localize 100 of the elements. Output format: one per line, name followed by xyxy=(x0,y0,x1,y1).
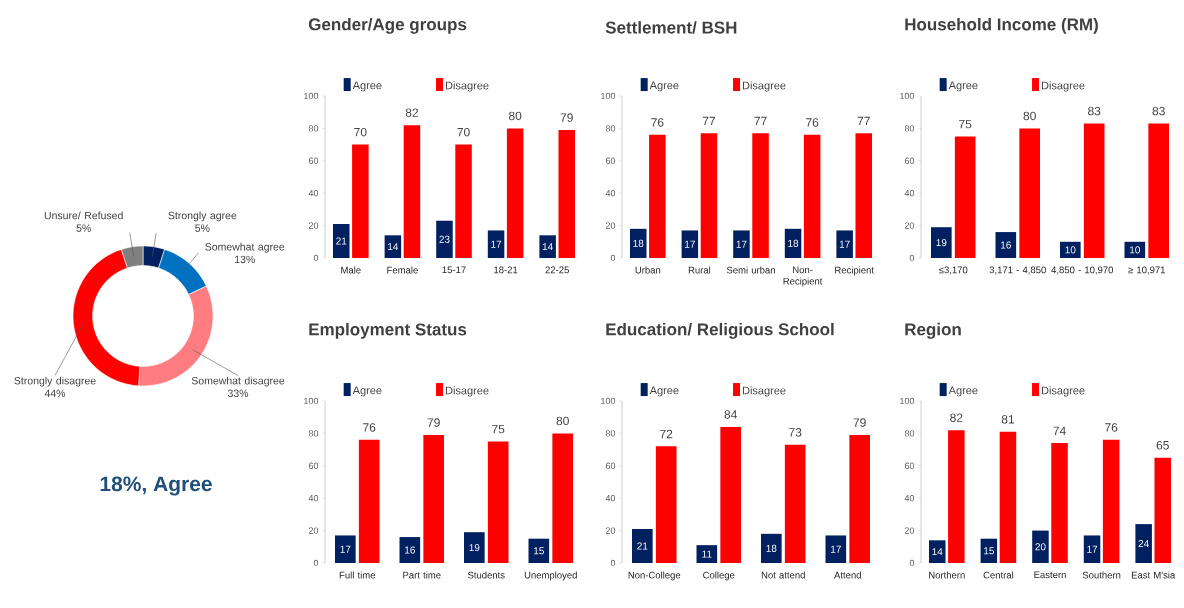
data-label: 17 xyxy=(340,545,351,553)
bar xyxy=(931,227,952,258)
data-label: 19 xyxy=(469,544,480,552)
bar xyxy=(352,144,369,258)
bar xyxy=(358,439,380,563)
x-tick-label: Rural xyxy=(688,266,711,274)
legend-label: Disagree xyxy=(742,81,786,92)
x-tick-label: Urban xyxy=(635,266,661,274)
bar xyxy=(825,535,847,563)
data-label: 17 xyxy=(1087,545,1098,553)
data-label: 76 xyxy=(806,118,819,127)
y-tick-label: 0 xyxy=(909,559,915,567)
bar xyxy=(423,435,445,563)
x-tick-label: 3,171 - 4,850 xyxy=(989,266,1046,275)
y-tick-label: 80 xyxy=(308,125,319,132)
y-tick-label: 100 xyxy=(900,92,915,100)
x-tick-label: Central xyxy=(983,571,1014,579)
y-tick-label: 60 xyxy=(605,462,616,469)
y-tick-label: 100 xyxy=(900,397,915,405)
data-label: 21 xyxy=(637,542,648,550)
x-tick-label: Part time xyxy=(403,571,441,579)
data-label: 24 xyxy=(1138,540,1149,548)
bar xyxy=(552,433,573,563)
data-label: 17 xyxy=(736,240,747,248)
chart-title: Gender/Age groups xyxy=(308,17,467,34)
x-tick-label: 18-21 xyxy=(494,266,518,274)
data-label: 79 xyxy=(560,113,573,122)
x-tick-label: Non-Recipient xyxy=(783,266,823,287)
data-label: 15 xyxy=(984,547,994,555)
y-tick-label: 20 xyxy=(308,527,319,534)
bar xyxy=(1059,241,1081,258)
bar xyxy=(1051,443,1068,563)
x-tick-label: College xyxy=(703,571,735,581)
data-label: 14 xyxy=(542,243,553,251)
bar xyxy=(948,430,965,563)
bar xyxy=(399,537,421,563)
data-label: 75 xyxy=(959,119,972,129)
bar xyxy=(1135,524,1152,563)
bar xyxy=(649,134,666,258)
data-label: 74 xyxy=(1053,426,1066,435)
y-tick-label: 40 xyxy=(605,495,616,502)
slice-label: Unsure/ Refused xyxy=(44,211,123,220)
bar xyxy=(784,444,806,563)
legend-label: Disagree xyxy=(445,386,489,397)
x-tick-label: ≤3,170 xyxy=(939,266,968,275)
data-label: 19 xyxy=(936,239,947,247)
bar xyxy=(1154,457,1171,563)
bar xyxy=(333,223,350,258)
legend-label: Disagree xyxy=(1041,81,1085,92)
chart-title: Employment Status xyxy=(309,322,467,339)
x-tick-label: Southern xyxy=(1082,571,1121,579)
y-tick-label: 40 xyxy=(605,190,616,197)
y-tick-label: 20 xyxy=(904,222,915,229)
bar xyxy=(803,134,821,258)
x-tick-label: Unemployed xyxy=(524,571,577,581)
legend-label: Agree xyxy=(649,386,679,397)
bar xyxy=(1148,123,1169,258)
bar xyxy=(455,144,472,258)
legend-label: Disagree xyxy=(1041,386,1085,397)
data-label: 76 xyxy=(651,118,664,127)
data-label: 5% xyxy=(76,224,91,232)
data-label: 70 xyxy=(354,127,367,137)
bar xyxy=(836,230,853,258)
data-label: 20 xyxy=(1035,543,1046,551)
data-label: 16 xyxy=(405,546,415,554)
y-tick-label: 100 xyxy=(304,397,319,405)
y-tick-label: 0 xyxy=(610,254,616,262)
data-label: 81 xyxy=(1001,415,1015,424)
bar xyxy=(855,133,872,258)
x-tick-label: Male xyxy=(341,266,361,274)
bar xyxy=(849,435,870,563)
bar xyxy=(464,532,485,563)
y-tick-label: 80 xyxy=(605,125,616,132)
data-label: 83 xyxy=(1088,106,1101,116)
data-label: 15 xyxy=(534,547,544,555)
data-label: 77 xyxy=(754,116,767,126)
legend-label: Agree xyxy=(948,386,978,397)
bar xyxy=(980,538,998,563)
y-tick-label: 60 xyxy=(308,157,319,164)
bar xyxy=(506,128,524,258)
data-label: 77 xyxy=(857,116,870,126)
data-label: 73 xyxy=(789,428,802,437)
bar xyxy=(1102,439,1120,563)
data-label: 80 xyxy=(1023,111,1036,121)
bar xyxy=(539,235,556,258)
x-tick-label: Not attend xyxy=(761,571,805,579)
y-tick-label: 80 xyxy=(904,125,915,132)
legend-label: Agree xyxy=(649,81,679,92)
bar xyxy=(752,133,769,258)
bar xyxy=(1083,535,1101,563)
x-tick-label: Northern xyxy=(929,571,965,579)
bar xyxy=(655,446,677,563)
y-tick-label: 80 xyxy=(308,430,319,437)
y-tick-label: 60 xyxy=(904,157,915,164)
bar xyxy=(403,125,421,258)
x-tick-label: Non-College xyxy=(628,571,681,581)
x-tick-label: Students xyxy=(467,571,505,579)
data-label: 11 xyxy=(702,550,712,558)
data-label: 18 xyxy=(788,239,799,247)
bar xyxy=(1019,128,1040,258)
